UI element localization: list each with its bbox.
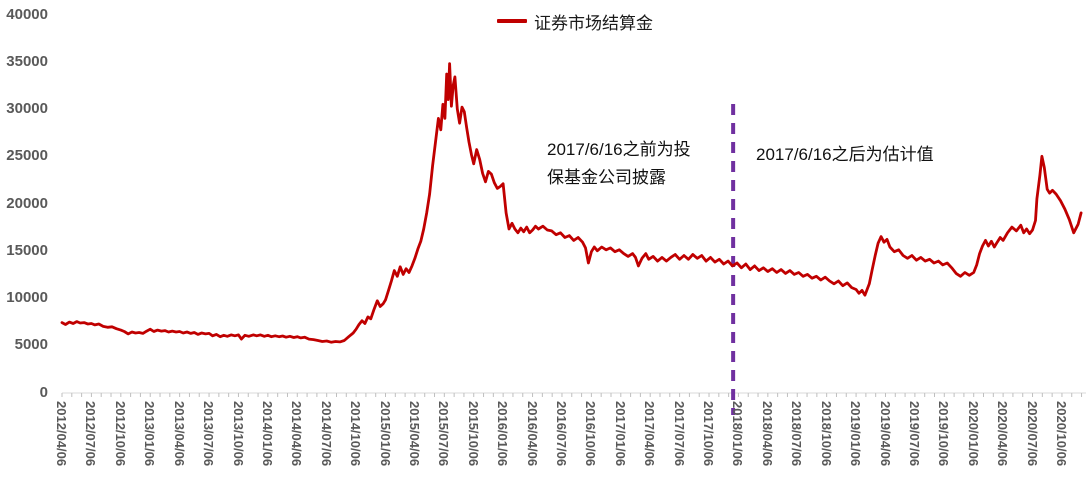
x-tick-label-2013-04-06: 2013/04/06 [171,401,187,467]
x-tick-label-2019-07-06: 2019/07/06 [906,401,922,467]
x-tick-label-2017-10-06: 2017/10/06 [701,401,716,467]
x-tick-label-2020-10-06: 2020/10/06 [1053,401,1069,467]
annotation-before-divider: 2017/6/16之前为投 保基金公司披露 [547,136,691,192]
x-tick-label-2012-07-06: 2012/07/06 [83,401,99,467]
y-tick-label-35000: 35000 [6,52,48,70]
x-tick-label-2012-04-06: 2012/04/06 [54,401,69,467]
y-tick-label-30000: 30000 [6,100,48,117]
y-tick-label-5000: 5000 [14,336,48,354]
x-tick-label-2019-01-06: 2019/01/06 [848,401,864,467]
x-tick-label-2012-10-06: 2012/10/06 [112,401,128,467]
y-tick-label-15000: 15000 [6,241,48,259]
x-tick-label-2013-01-06: 2013/01/06 [142,401,158,467]
x-tick-label-2015-04-06: 2015/04/06 [406,401,422,467]
x-tick-label-2017-04-06: 2017/04/06 [642,401,658,467]
x-tick-label-2014-04-06: 2014/04/06 [289,401,305,467]
x-tick-label-2018-04-06: 2018/04/06 [759,401,775,467]
x-tick-label-2018-01-06: 2018/01/06 [730,401,746,467]
annotation-after-text: 2017/6/16之后为估计值 [756,145,934,164]
x-tick-label-2013-10-06: 2013/10/06 [230,401,246,467]
y-tick-label-0: 0 [39,383,48,401]
x-tick-label-2013-07-06: 2013/07/06 [201,401,217,467]
x-tick-label-2015-01-06: 2015/01/06 [377,401,393,467]
x-tick-label-2020-01-06: 2020/01/06 [965,401,981,467]
legend-line-swatch [497,19,527,23]
legend: 证券市场结算金 [497,10,653,33]
y-tick-label-20000: 20000 [6,194,48,212]
annotation-after-divider: 2017/6/16之后为估计值 [756,141,934,169]
x-tick-label-2014-01-06: 2014/01/06 [259,401,275,467]
x-tick-label-2016-10-06: 2016/10/06 [583,401,599,467]
x-tick-label-2016-01-06: 2016/01/06 [495,401,511,467]
x-tick-label-2019-04-06: 2019/04/06 [877,401,893,467]
x-tick-label-2020-04-06: 2020/04/06 [995,401,1011,467]
x-tick-label-2019-10-06: 2019/10/06 [936,401,952,467]
x-tick-label-2014-10-06: 2014/10/06 [348,401,364,467]
x-tick-label-2020-07-06: 2020/07/06 [1024,401,1040,467]
y-tick-label-10000: 10000 [6,289,48,306]
annotation-before-line1: 2017/6/16之前为投 [547,140,691,159]
x-tick-label-2018-10-06: 2018/10/06 [818,401,834,467]
y-tick-label-25000: 25000 [6,147,48,165]
y-tick-label-40000: 40000 [6,5,48,23]
legend-label: 证券市场结算金 [534,13,653,33]
series-line-settlement-funds [60,62,1083,344]
x-tick-label-2015-10-06: 2015/10/06 [465,401,481,467]
x-tick-label-2017-07-06: 2017/07/06 [671,401,687,467]
x-tick-label-2016-07-06: 2016/07/06 [554,401,569,467]
annotation-before-line2: 保基金公司披露 [547,168,666,187]
x-tick-label-2014-07-06: 2014/07/06 [318,401,334,467]
x-tick-label-2015-07-06: 2015/07/06 [436,401,452,467]
x-tick-label-2017-01-06: 2017/01/06 [612,401,628,467]
x-tick-label-2018-07-06: 2018/07/06 [789,401,805,467]
x-tick-label-2016-04-06: 2016/04/06 [524,401,540,467]
